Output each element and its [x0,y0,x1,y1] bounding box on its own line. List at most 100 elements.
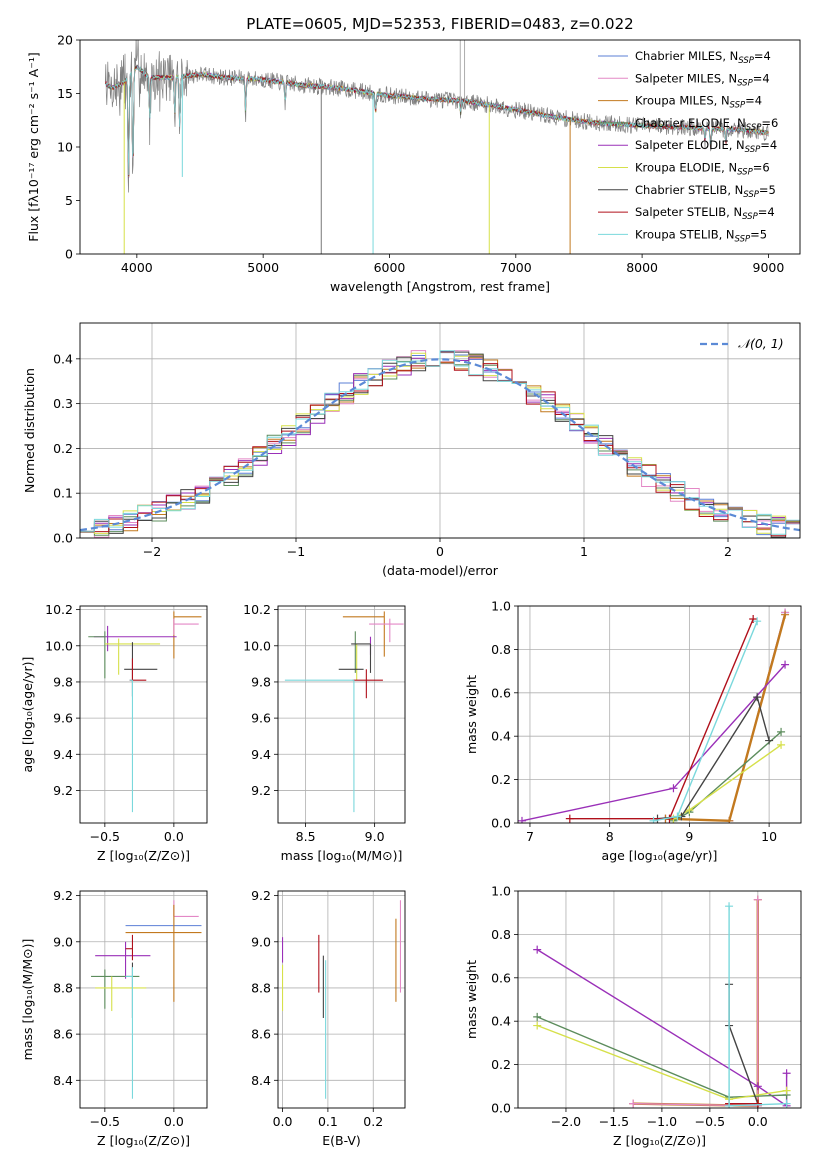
y-tick-label: 8.6 [251,1027,271,1042]
x-axis-label: Z [log₁₀(Z/Z⊙)] [97,848,190,863]
y-tick-label: 0.2 [491,772,511,787]
errorbar-point [351,643,372,673]
legend-label: Kroupa MILES, NSSP=4 [635,94,762,111]
series-marker [782,1069,791,1078]
y-tick-label: 0.0 [491,1101,511,1116]
errorbar-point [369,618,404,643]
axes-frame [517,605,802,824]
y-axis-label: Normed distribution [22,368,37,493]
y-tick-label: 0.8 [491,927,511,942]
errorbar-point [284,679,355,813]
series-marker [753,895,762,904]
legend-label: Salpeter STELIB, NSSP=4 [635,205,775,222]
series-marker [533,1021,542,1030]
errorbar-point [125,904,202,1002]
y-tick-label: 0.4 [491,1014,511,1029]
y-tick-label: 8.8 [251,980,271,995]
series-marker [629,1099,638,1108]
series-marker [725,816,734,823]
y-axis-label: mass weight [464,960,479,1039]
errorbar-point [88,631,106,679]
series-marker [533,945,542,954]
y-tick-label: 0.2 [491,1057,511,1072]
series-marker [753,1082,762,1091]
panel-mass-age: 8.5 9.0 9.2 9.4 9.6 9.8 10.0 10.2 mass [log₁₀(M/… [243,602,406,863]
x-tick-label: −0.5 [695,1114,725,1129]
y-tick-label: 15 [57,86,73,101]
legend-label: Salpeter ELODIE, NSSP=4 [635,138,777,155]
legend-label: Kroupa ELODIE, NSSP=6 [635,161,770,178]
panel-z-age: −0.5 0.0 9.2 9.4 9.6 9.8 10.0 10.2 Z [log₁₀(Z/Z⊙… [20,602,208,863]
x-axis-label: Z [log₁₀(Z/Z⊙)] [613,1133,706,1148]
x-tick-label: 7 [526,829,534,844]
axes-frame [79,890,208,1109]
series-marker [782,1086,791,1095]
y-tick-label: 0.6 [491,685,511,700]
series-marker [669,784,678,793]
series-marker [781,610,790,619]
x-tick-label: −1.5 [599,1114,629,1129]
axes-frame [517,890,802,1109]
x-axis-label: (data-model)/error [382,563,499,578]
y-tick-label: 8.8 [53,980,73,995]
series-marker [781,660,790,669]
errorbar-point [129,679,134,813]
y-tick-label: 0.8 [491,642,511,657]
panel-ebv-mass: 0.0 0.1 0.2 8.4 8.6 8.8 9.0 9.2 E(B-V) [251,888,406,1148]
legend: 𝒩(0, 1) [700,336,784,351]
y-tick-label: 10.2 [45,602,73,617]
model-spectrum-8 [104,65,769,176]
legend-label: Chabrier ELODIE, NSSP=6 [635,116,778,133]
axes-frame [79,39,801,255]
series-marker [649,816,658,823]
y-tick-label: 9.2 [251,783,271,798]
series-marker [777,727,786,736]
series-marker [782,1099,791,1108]
panel-spectrum: 4000 5000 6000 7000 8000 9000 0 5 10 15 20 waveleng… [26,33,801,294]
y-tick-label: 9.4 [251,747,271,762]
panel-residuals: −2 −1 0 1 2 0.0 0.1 0.2 0.3 0.4 (data-model)/error… [22,322,801,578]
x-tick-label: 0.0 [273,1114,293,1129]
x-tick-label: 8 [606,829,614,844]
legend: Chabrier MILES, NSSP=4 Salpeter MILES, NS… [598,49,778,244]
series-marker [565,814,574,823]
panels: 4000 5000 6000 7000 8000 900005101520waveleng… [20,33,802,1148]
series-marker [753,617,762,626]
legend-label: Chabrier STELIB, NSSP=5 [635,183,776,200]
y-tick-label: 9.0 [251,934,271,949]
series-marker [765,736,774,745]
y-axis-label: mass weight [464,675,479,754]
histogram-8 [80,350,800,535]
series-marker [673,812,682,821]
plot-area [91,900,202,1099]
y-tick-label: 0.0 [53,531,73,546]
errorbar-point [125,967,134,1099]
y-tick-label: 0.6 [491,970,511,985]
x-tick-label: 0.1 [318,1114,338,1129]
series-marker [533,1012,542,1021]
x-tick-label: 0.0 [164,829,184,844]
y-tick-label: 0 [65,247,73,262]
series-marker [725,902,734,911]
x-axis-label: E(B-V) [322,1133,361,1148]
errorbar-point [342,611,385,657]
x-tick-label: 9 [685,829,693,844]
x-tick-label: 0.2 [363,1114,383,1129]
legend-label: Salpeter MILES, NSSP=4 [635,71,770,88]
panel-z-mass: −0.5 0.0 8.4 8.6 8.8 9.0 9.2 Z [log₁₀(Z/Z⊙)] mas… [20,888,208,1148]
y-tick-label: 1.0 [491,884,511,899]
y-tick-label: 0.4 [491,729,511,744]
plot-area [284,611,404,813]
x-tick-label: 7000 [500,260,532,275]
x-tick-label: 9000 [753,260,785,275]
y-tick-label: 20 [57,33,73,48]
plot-area [104,40,769,254]
errorbar-point [93,625,177,652]
panel-z-weight: −2.0 −1.5 −1.0 −0.5 0.0 0.0 0.2 0.4 0.6 0.8 1.0 Z [… [464,884,802,1148]
gaussian-curve [80,358,800,532]
errorbar-point [95,976,147,1012]
series-marker [725,1101,734,1108]
x-tick-label: −1 [287,544,305,559]
y-tick-label: 0.4 [53,351,73,366]
plot-area [533,895,791,1108]
